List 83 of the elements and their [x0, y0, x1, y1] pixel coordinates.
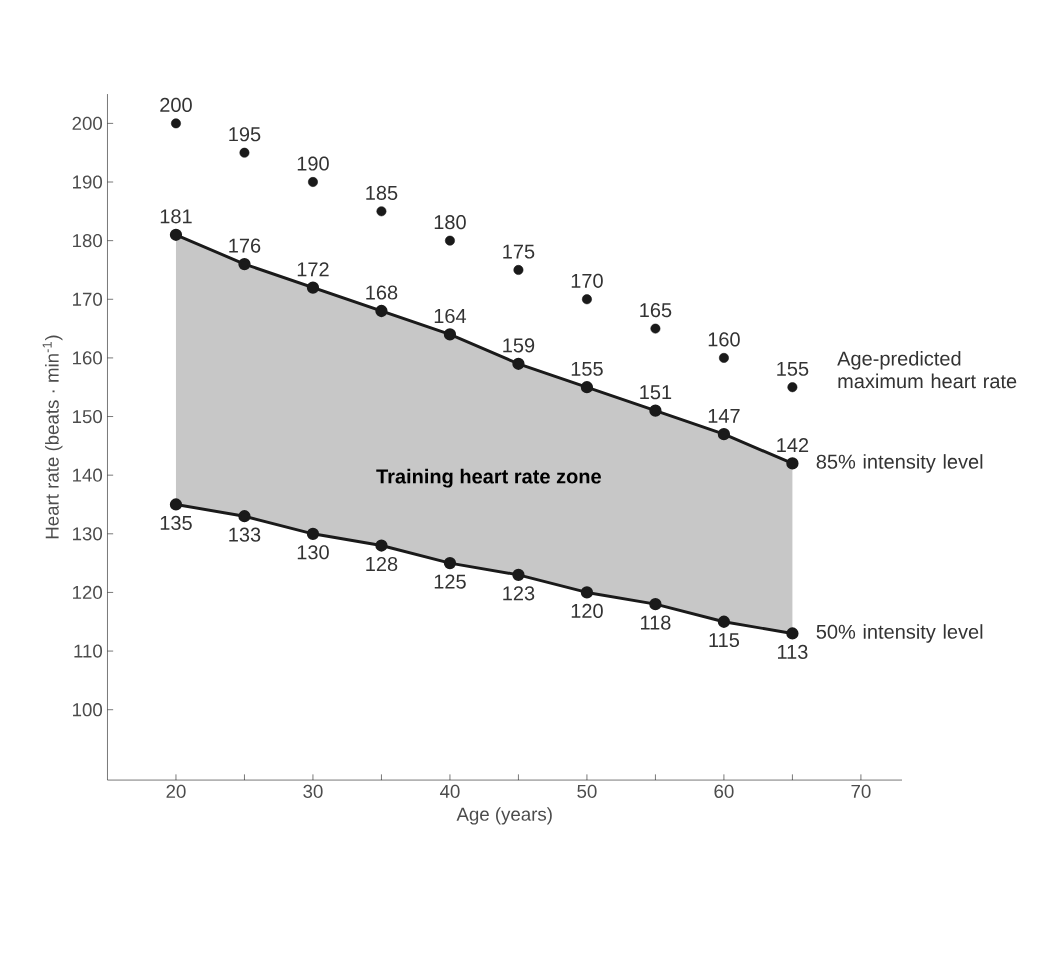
y-tick-label: 200: [72, 116, 103, 130]
point: [238, 510, 251, 523]
data-label: 200: [160, 97, 192, 112]
point: [580, 586, 594, 599]
data-label: 147: [708, 408, 740, 423]
point: [580, 381, 594, 394]
data-label: 125: [434, 574, 466, 589]
point: [718, 352, 729, 363]
point: [786, 457, 799, 470]
data-label: 133: [229, 527, 261, 542]
data-label: 155: [777, 361, 809, 376]
data-label: 142: [777, 438, 809, 453]
point: [717, 427, 731, 441]
data-label: 165: [640, 303, 672, 318]
y-tick-label: 120: [73, 585, 103, 600]
series-label: 50% intensity level: [816, 624, 983, 643]
data-label: 185: [366, 185, 398, 200]
data-label: 135: [160, 515, 192, 531]
point: [306, 527, 320, 540]
series-label: 85% intensity level: [816, 454, 983, 473]
data-label: 195: [229, 127, 261, 142]
x-tick-label: 70: [851, 784, 871, 798]
data-label: 170: [571, 273, 603, 288]
data-label: 175: [503, 244, 535, 259]
data-label: 159: [503, 338, 535, 353]
data-label: 123: [503, 586, 535, 601]
point: [375, 304, 388, 318]
point: [376, 206, 387, 217]
y-tick-label: 180: [73, 234, 103, 248]
point: [169, 228, 183, 241]
point: [581, 294, 592, 305]
point: [239, 147, 250, 158]
point: [443, 556, 457, 570]
y-tick-label: 100: [73, 703, 103, 717]
point: [512, 568, 525, 581]
data-label: 168: [366, 285, 398, 300]
data-label: 181: [160, 209, 192, 224]
x-tick-label: 20: [166, 784, 186, 798]
point: [650, 323, 661, 334]
point: [443, 328, 457, 341]
point: [512, 357, 525, 370]
point: [171, 118, 181, 129]
x-tick-label: 60: [714, 784, 734, 798]
data-label: 160: [708, 332, 740, 347]
y-tick-label: 190: [73, 175, 103, 189]
point: [786, 627, 799, 640]
data-label: 180: [434, 215, 466, 230]
data-label: 164: [434, 308, 467, 324]
point: [375, 539, 388, 552]
data-label: 190: [297, 156, 329, 171]
data-label: 128: [366, 556, 398, 572]
point: [513, 265, 524, 275]
point: [717, 615, 731, 628]
point: [445, 235, 455, 246]
data-label: 118: [641, 615, 671, 630]
y-tick-label: 140: [73, 468, 103, 482]
point: [649, 598, 662, 611]
y-tick-label: 110: [74, 644, 103, 658]
point: [306, 281, 320, 294]
data-label: 151: [640, 385, 672, 400]
x-tick-label: 30: [303, 784, 323, 798]
data-label: 130: [297, 545, 329, 560]
y-axis-title: Heart rate (beats · min$^{-1}$): [42, 335, 63, 539]
point: [238, 257, 251, 271]
point: [649, 404, 662, 417]
y-tick-label: 160: [73, 351, 103, 365]
x-tick-label: 40: [439, 784, 460, 798]
data-label: 155: [571, 361, 603, 376]
data-label: 176: [229, 238, 261, 253]
y-tick-label: 150: [73, 409, 103, 424]
x-tick-label: 50: [577, 784, 597, 798]
y-tick-label: 170: [73, 292, 103, 306]
text: Age-predicted maximum heart rate: [837, 350, 1017, 389]
x-axis-title: Age (years): [456, 807, 552, 825]
data-label: 120: [571, 603, 603, 618]
point: [169, 498, 183, 511]
point: [308, 177, 318, 187]
data-label: 172: [297, 262, 329, 277]
point: [787, 382, 798, 393]
data-label: 113: [778, 644, 808, 660]
data-label: 115: [709, 633, 740, 648]
y-tick-label: 130: [73, 527, 103, 541]
annotation: Training heart rate zone: [376, 468, 601, 488]
